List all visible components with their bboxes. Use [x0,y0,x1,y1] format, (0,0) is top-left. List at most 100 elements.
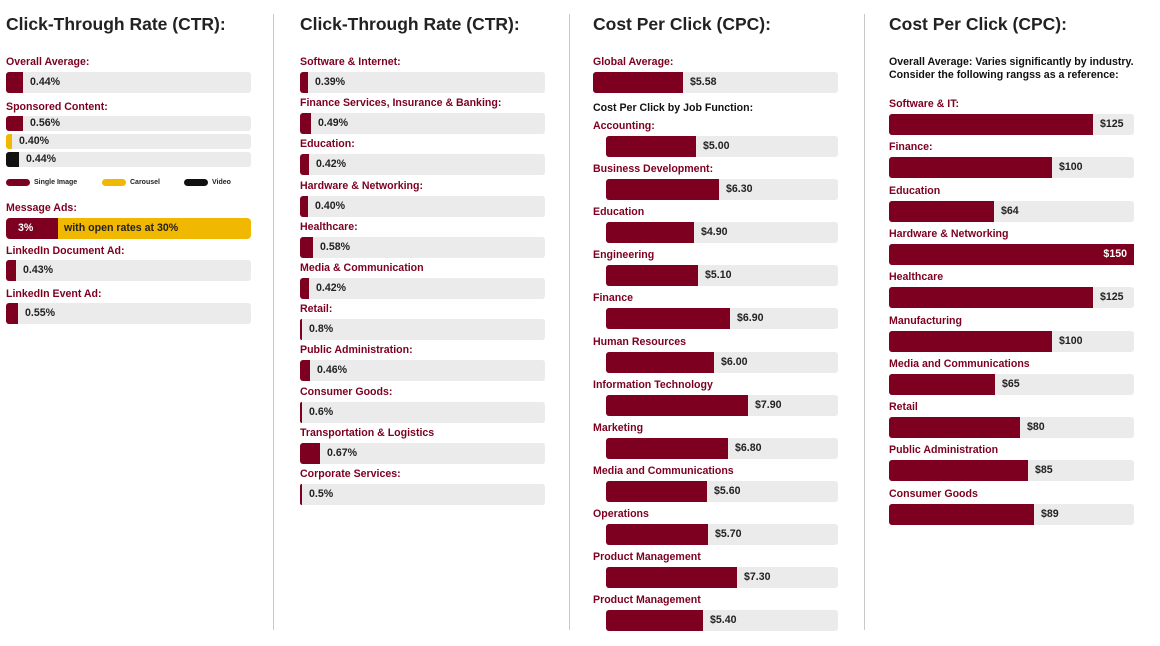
legend-label: Video [212,179,231,186]
bar-track: 0.58% [300,236,545,258]
legend-swatch [102,179,126,186]
subheading: Cost Per Click by Job Function: [593,102,754,114]
legend: Single Image Carousel Video [6,178,251,188]
data-label: 0.58% [320,240,351,253]
bar-track: $150 [889,243,1134,265]
data-label: $4.90 [701,226,728,239]
data-label: 0.6% [309,405,334,418]
category-label: Consumer Goods [889,487,978,500]
bar-track: 0.49% [300,113,545,135]
bar [889,200,994,222]
bar-track: 0.55% [6,303,251,324]
data-label: 0.5% [309,488,334,500]
bar-track: $7.90 [606,394,838,416]
category-label: Corporate Services: [300,468,401,480]
bar [889,330,1052,352]
data-label: 0.8% [309,323,334,336]
category-label: Product Management [593,551,701,563]
bar-track: 0.56% [6,116,251,131]
category-label: Healthcare: [300,220,358,233]
bar-track: 0.42% [300,278,545,299]
category-label: Retail: [300,303,333,316]
bar-track: $6.30 [606,179,838,201]
bar [606,308,730,330]
bar [889,460,1028,482]
category-label: Software & Internet: [300,56,401,68]
bar [300,442,320,464]
category-label: Engineering [593,249,655,262]
category-label: Information Technology [593,378,713,391]
category-label: Marketing [593,421,644,434]
panel-cpc-by-job-function: Cost Per Click (CPC): Global Average: $5.… [593,0,843,646]
bar-track: 0.6% [300,401,545,423]
category-label: Software & IT: [889,98,960,110]
data-label: $5.10 [705,269,732,282]
data-label: $100 [1059,161,1083,174]
data-label: $6.90 [737,312,764,325]
bar [606,394,748,416]
bar [606,265,698,287]
data-label: $65 [1002,377,1020,390]
data-label: 0.56% [30,117,61,129]
bar [606,480,707,502]
bar-track: $65 [889,373,1134,395]
bar [6,116,23,131]
data-label: $5.70 [715,527,742,540]
bar-track: $5.10 [606,265,838,287]
panel-title: Click-Through Rate (CTR): [300,14,520,34]
bar [300,484,302,505]
bar-track: $80 [889,417,1134,439]
bar-track: 0.8% [300,319,545,341]
bar [300,195,308,217]
legend-swatch [6,179,30,186]
bar-track: $125 [889,287,1134,309]
category-label: Overall Average: [6,56,90,68]
bar [606,351,714,373]
category-label: Education [593,206,645,219]
data-label: 0.42% [316,282,347,294]
bar-track: $5.58 [593,72,838,93]
bar-track: 0.5% [300,484,545,505]
data-label: 0.42% [316,158,347,171]
bar [606,523,708,545]
bar [606,179,719,201]
data-label: $125 [1100,118,1124,130]
divider [273,14,274,630]
bar [606,610,703,632]
bar-track: $4.90 [606,222,838,244]
bar [606,437,728,459]
category-label: Media & Communication [300,262,424,274]
category-label: Public Administration: [300,344,413,357]
category-label: Healthcare [889,271,944,284]
bar-track: $5.70 [606,523,838,545]
bar [889,417,1020,439]
panel-cpc-by-industry: Cost Per Click (CPC): Overall Average: V… [889,0,1154,646]
category-label: Education: [300,138,355,151]
data-label: $6.30 [726,183,753,196]
bar [6,72,23,93]
data-label: $89 [1041,507,1059,520]
bar-track: $5.40 [606,610,838,632]
bar-track: $85 [889,460,1134,482]
data-label: $6.80 [735,441,762,454]
data-label: $5.60 [714,484,741,497]
bar-track: 0.46% [300,360,545,382]
bar-track: $100 [889,330,1134,352]
category-label: LinkedIn Document Ad: [6,245,125,257]
category-label: Transportation & Logistics [300,426,435,439]
bar [889,114,1093,135]
category-label: Message Ads: [6,202,77,214]
bar-track: $100 [889,157,1134,179]
data-label: $7.30 [744,571,771,583]
bar-track: 0.39% [300,72,545,93]
data-label: 0.40% [315,199,346,212]
legend-item: Single Image [6,178,77,188]
category-label: Finance [593,292,634,305]
category-label: Finance Services, Insurance & Banking: [300,97,502,110]
bar-track: $64 [889,200,1134,222]
data-label: 0.44% [30,76,61,88]
data-label: $5.58 [690,76,717,88]
category-label: LinkedIn Event Ad: [6,288,102,300]
bar [6,303,18,324]
bar [300,319,302,341]
